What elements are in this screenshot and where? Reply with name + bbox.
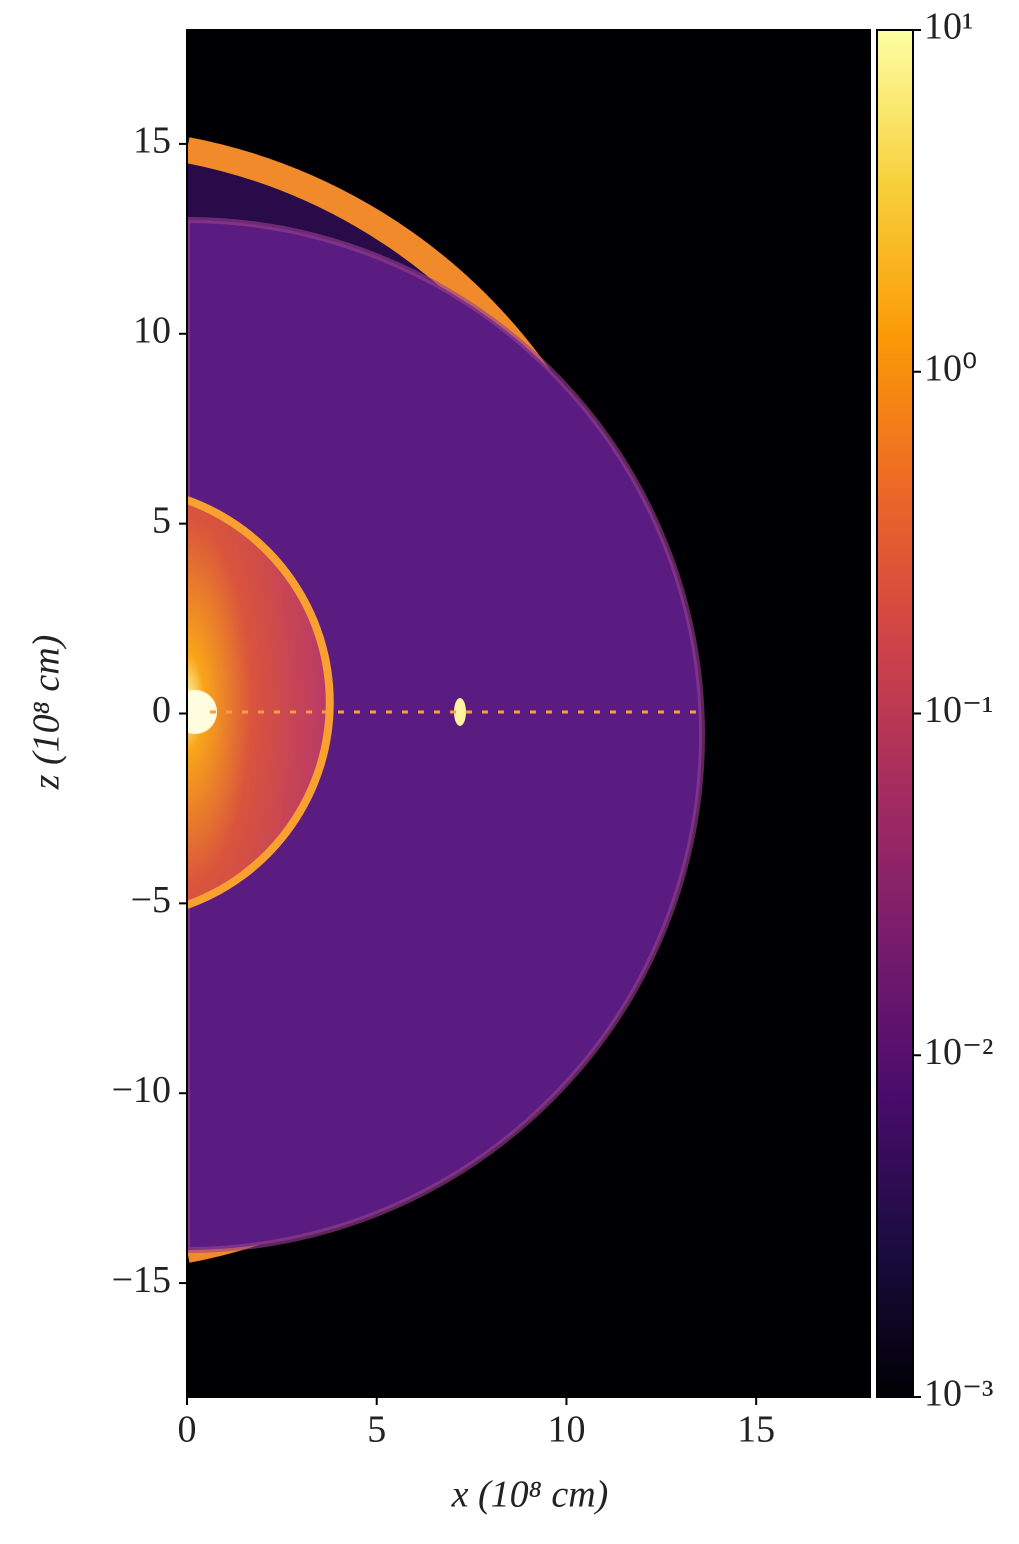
colorbar-tick-label: 10⁰ [924,347,977,389]
colorbar-tick-label: 10⁻² [924,1031,993,1073]
x-tick-label: 5 [367,1409,386,1451]
y-tick-label: 15 [133,120,171,162]
y-tick-label: −10 [112,1069,171,1111]
field-image [187,30,870,1397]
x-tick-label: 10 [547,1409,585,1451]
y-axis-label: z (10⁸ cm) [26,635,68,791]
x-axis-label: x (10⁸ cm) [451,1474,609,1516]
x-tick-label: 15 [737,1409,775,1451]
x-tick-label: 0 [178,1409,197,1451]
colorbar-tick-label: 10⁻³ [924,1373,993,1415]
y-tick-label: −15 [112,1259,171,1301]
colorbar-tick-label: 10¹ [924,6,973,48]
colorbar [876,29,914,1398]
y-tick-label: −5 [131,879,171,921]
y-tick-label: 5 [152,499,171,541]
y-tick-label: 10 [133,309,171,351]
y-tick-label: 0 [152,689,171,731]
colorbar-tick-label: 10⁻¹ [924,689,993,731]
